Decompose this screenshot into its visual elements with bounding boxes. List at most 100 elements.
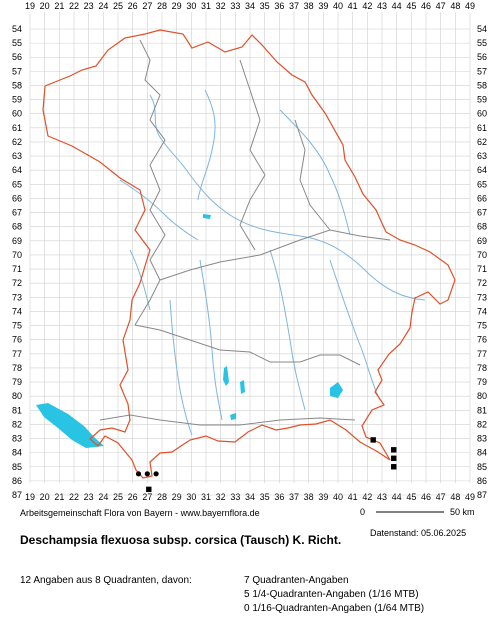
row-label-right: 79: [477, 377, 487, 387]
row-label-right: 66: [477, 193, 487, 203]
row-label-right: 69: [477, 236, 487, 246]
row-label-right: 68: [477, 222, 487, 232]
column-label-bottom: 26: [128, 492, 138, 502]
river-east: [269, 249, 306, 411]
river-south: [329, 259, 381, 401]
row-label-left: 55: [12, 38, 22, 48]
row-label-left: 68: [12, 222, 22, 232]
quarter-quadrant-count: 5 1/4-Quadranten-Angaben (1/16 MTB): [244, 589, 419, 600]
row-label-left: 79: [12, 377, 22, 387]
record-dot: [144, 471, 150, 477]
district-line-4: [294, 119, 331, 231]
row-label-left: 73: [12, 292, 22, 302]
column-label-top: 27: [142, 1, 152, 11]
row-label-left: 77: [12, 349, 22, 359]
column-label-top: 23: [84, 1, 94, 11]
row-label-left: 85: [12, 462, 22, 472]
row-label-right: 57: [477, 66, 487, 76]
row-label-left: 87: [12, 490, 22, 500]
row-label-left: 72: [12, 278, 22, 288]
row-label-left: 71: [12, 264, 22, 274]
column-label-bottom: 48: [450, 492, 460, 502]
row-label-right: 82: [477, 419, 487, 429]
row-label-left: 75: [12, 321, 22, 331]
row-label-right: 55: [477, 38, 487, 48]
column-label-top: 36: [274, 1, 284, 11]
lake-small-2: [230, 413, 236, 420]
column-label-top: 29: [172, 1, 182, 11]
column-label-bottom: 44: [392, 492, 402, 502]
column-label-bottom: 47: [436, 492, 446, 502]
row-label-left: 58: [12, 80, 22, 90]
row-label-right: 74: [477, 306, 487, 316]
row-label-right: 70: [477, 250, 487, 260]
row-label-right: 62: [477, 137, 487, 147]
row-label-right: 67: [477, 208, 487, 218]
row-label-left: 63: [12, 151, 22, 161]
column-label-bottom: 22: [69, 492, 79, 502]
river-northeast: [279, 109, 351, 236]
column-label-bottom: 40: [333, 492, 343, 502]
column-label-top: 32: [216, 1, 226, 11]
column-label-top: 35: [260, 1, 270, 11]
column-label-top: 41: [348, 1, 358, 11]
sixteenth-quadrant-count: 0 1/16-Quadranten-Angaben (1/64 MTB): [244, 603, 425, 614]
column-label-top: 24: [98, 1, 108, 11]
column-label-top: 20: [40, 1, 50, 11]
row-label-right: 61: [477, 123, 487, 133]
column-label-bottom: 42: [362, 492, 372, 502]
column-label-top: 43: [377, 1, 387, 11]
district-line-5: [134, 324, 361, 366]
row-label-right: 73: [477, 292, 487, 302]
lake-starnberg: [223, 366, 229, 386]
river-mid: [199, 259, 223, 421]
record-summary: 12 Angaben aus 8 Quadranten, davon:: [20, 575, 192, 586]
quadrant-count: 7 Quadranten-Angaben: [244, 575, 349, 586]
column-label-top: 21: [54, 1, 64, 11]
bavaria-state-border: [42, 29, 456, 479]
row-label-right: 76: [477, 335, 487, 345]
record-square: [370, 437, 376, 443]
column-label-bottom: 29: [172, 492, 182, 502]
column-label-bottom: 30: [186, 492, 196, 502]
column-label-top: 47: [436, 1, 446, 11]
column-label-bottom: 35: [260, 492, 270, 502]
column-label-top: 49: [465, 1, 475, 11]
row-label-right: 60: [477, 109, 487, 119]
row-label-left: 82: [12, 419, 22, 429]
district-line-3: [239, 59, 266, 251]
row-label-right: 56: [477, 52, 487, 62]
column-label-bottom: 28: [157, 492, 167, 502]
row-label-left: 66: [12, 193, 22, 203]
column-label-bottom: 20: [40, 492, 50, 502]
column-label-top: 46: [421, 1, 431, 11]
row-label-left: 78: [12, 363, 22, 373]
column-label-top: 26: [128, 1, 138, 11]
record-square: [146, 486, 152, 493]
column-label-top: 33: [230, 1, 240, 11]
column-label-top: 48: [450, 1, 460, 11]
lake-ammersee: [240, 380, 245, 394]
column-label-bottom: 43: [377, 492, 387, 502]
row-label-left: 76: [12, 335, 22, 345]
row-label-right: 63: [477, 151, 487, 161]
river-west2: [129, 249, 151, 311]
column-label-top: 28: [157, 1, 167, 11]
column-label-top: 45: [406, 1, 416, 11]
column-label-bottom: 19: [25, 492, 35, 502]
district-line-6: [99, 414, 356, 426]
row-label-right: 77: [477, 349, 487, 359]
row-label-left: 69: [12, 236, 22, 246]
row-label-right: 59: [477, 95, 487, 105]
column-label-bottom: 38: [304, 492, 314, 502]
row-label-right: 65: [477, 179, 487, 189]
row-label-right: 78: [477, 363, 487, 373]
column-label-bottom: 41: [348, 492, 358, 502]
row-label-left: 67: [12, 208, 22, 218]
column-label-bottom: 27: [142, 492, 152, 502]
row-label-left: 74: [12, 306, 22, 316]
row-label-left: 56: [12, 52, 22, 62]
column-label-bottom: 32: [216, 492, 226, 502]
species-title: Deschampsia flexuosa subsp. corsica (Tau…: [20, 533, 342, 547]
